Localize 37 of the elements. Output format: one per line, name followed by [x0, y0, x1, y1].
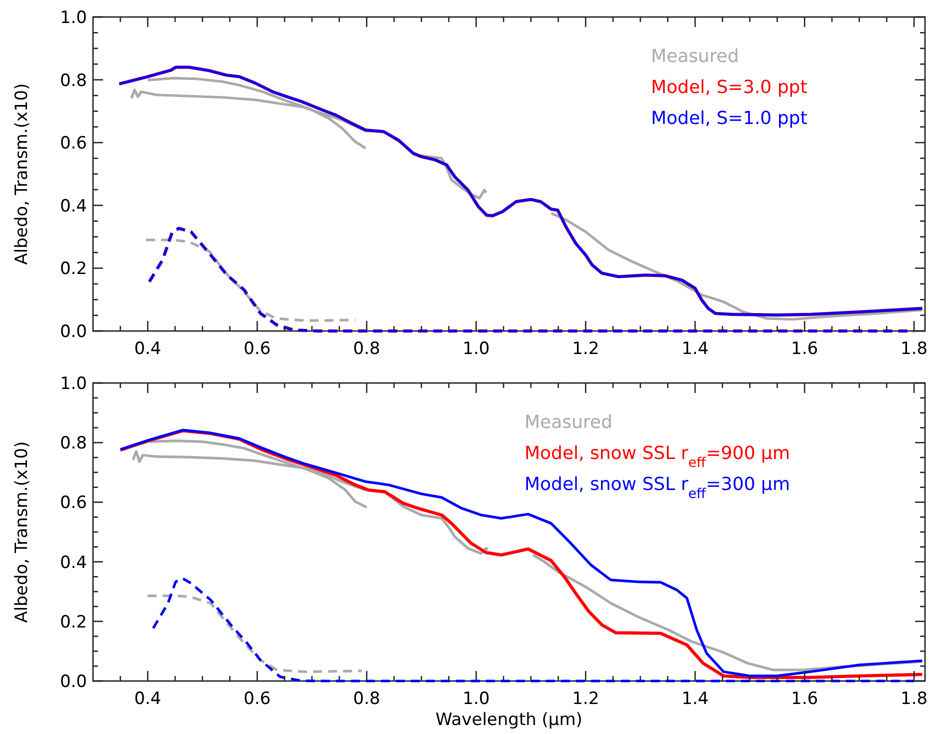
x-tick-label: 1.8 — [900, 689, 928, 709]
x-tick-label: 0.6 — [244, 339, 271, 359]
y-tick-label: 0.4 — [60, 552, 87, 573]
x-tick-label: 0.4 — [134, 339, 162, 359]
text: Measured — [524, 412, 612, 433]
x-tick-label: 1.0 — [462, 689, 490, 709]
y-tick-label: 0.6 — [60, 493, 87, 514]
x-tick-label: 1.8 — [900, 339, 928, 359]
x-tick-label: 0.8 — [353, 689, 380, 709]
y-tick-label: 0.2 — [60, 259, 87, 280]
x-tick-label: 1.2 — [572, 689, 600, 709]
y-tick-label: 0.6 — [60, 134, 87, 154]
y-tick-label: 0.0 — [60, 322, 87, 342]
x-axis-title: Wavelength (μm) — [436, 710, 582, 730]
y-tick-label: 0.8 — [60, 70, 87, 91]
y-tick-label: 0.0 — [60, 672, 87, 692]
x-tick-label: 1.2 — [572, 339, 600, 359]
y-axis-title: Albedo, Transm.(x10) — [12, 441, 32, 623]
text: Model, S=1.0 ppt — [651, 108, 808, 129]
x-tick-label: 0.4 — [134, 689, 162, 709]
x-tick-label: 1.6 — [791, 689, 818, 709]
text: Model, snow SSL r$_{eff}$=900 μm — [524, 443, 790, 471]
x-tick-label: 1.4 — [682, 689, 709, 709]
y-tick-label: 1.0 — [60, 8, 87, 28]
x-tick-label: 1.6 — [791, 339, 818, 359]
x-tick-label: 1.0 — [462, 339, 490, 359]
x-tick-label: 0.8 — [353, 339, 380, 359]
series-label: Model, snow SSL r$_{eff}$=300 μm — [524, 474, 790, 502]
y-axis-title: Albedo, Transm.(x10) — [12, 83, 32, 265]
y-tick-label: 0.8 — [60, 434, 87, 454]
x-tick-label: 1.4 — [682, 339, 709, 359]
text: Measured — [651, 46, 739, 67]
x-tick-label: 0.6 — [244, 689, 271, 709]
y-tick-label: 0.4 — [60, 196, 87, 216]
y-tick-label: 0.2 — [60, 612, 87, 632]
text: Model, S=3.0 ppt — [651, 77, 808, 98]
y-tick-label: 1.0 — [60, 374, 87, 394]
